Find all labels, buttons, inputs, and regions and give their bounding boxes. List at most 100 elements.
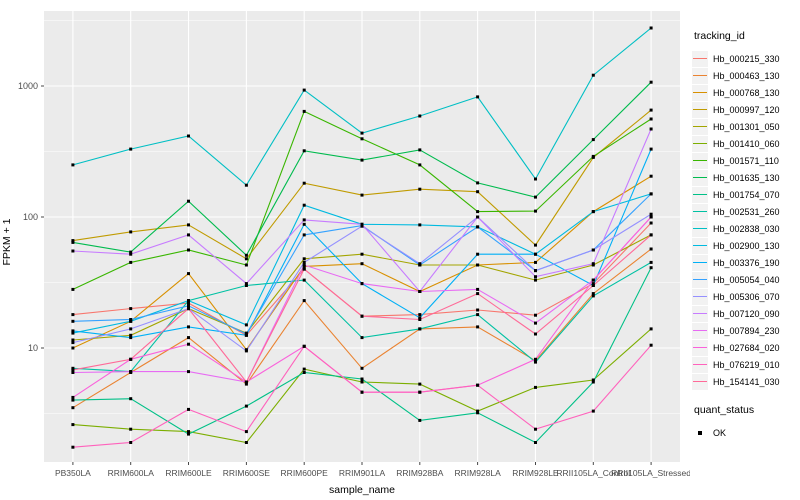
legend-item-label: Hb_027684_020 [713,342,780,353]
legend-key [692,305,708,322]
data-point [591,278,595,282]
data-point [649,215,653,219]
quant-key [692,424,708,441]
legend-title-tracking: tracking_id [694,30,745,42]
data-point [71,406,75,410]
legend-item: Hb_076219_010 [692,356,800,373]
data-point [302,260,306,264]
legend-key-line [693,75,707,76]
data-point [129,307,133,311]
x-tick-label: RRIM928LA [454,468,501,478]
data-point [302,344,306,348]
data-point [476,263,480,267]
legend-key-line [693,313,707,314]
data-point [71,368,75,372]
data-point [476,215,480,219]
data-point [71,423,75,427]
legend-key [692,237,708,254]
quant-status-label: OK [713,427,727,438]
data-point [476,411,480,415]
data-point [129,370,133,374]
data-point [71,366,75,370]
legend-key-line [693,245,707,246]
data-point [476,313,480,317]
data-point [418,262,422,266]
data-point [71,341,75,345]
data-point [302,149,306,153]
x-tick-label: RRIM901LA [339,468,386,478]
data-point [360,282,364,286]
data-point [418,390,422,394]
data-point [244,263,248,267]
data-point [418,382,422,386]
data-point [302,299,306,303]
data-point [649,266,653,270]
data-point [418,148,422,152]
data-point [71,329,75,333]
data-point [591,210,595,214]
legend-item: Hb_001410_060 [692,135,800,152]
data-point [591,409,595,413]
legend-key [692,50,708,67]
plot-area: 10 100 1000 PB350LA RRIM600LA RRIM600LE RRIM60… [18,11,690,478]
data-point [71,395,75,399]
legend-item-label: Hb_000997_120 [713,104,780,115]
legend-item: Hb_003376_190 [692,254,800,271]
data-point [71,313,75,317]
legend-key-line [693,330,707,331]
data-point [302,233,306,237]
data-point [418,418,422,422]
data-point [476,308,480,312]
legend-key-line [693,364,707,365]
legend-key-line [693,347,707,348]
legend-key-line [693,177,707,178]
data-point [129,333,133,337]
data-point [476,252,480,256]
data-point [591,262,595,266]
x-tick-label: RRIM600LA [108,468,155,478]
data-point [649,108,653,112]
data-point [534,278,537,282]
legend-key-line [693,58,707,59]
data-point [187,304,190,308]
data-point [187,223,190,227]
legend-key [692,373,708,390]
data-point [591,248,595,252]
data-point [360,193,364,197]
data-point [418,318,422,321]
data-point [591,138,595,142]
data-point [129,318,133,321]
legend-item: Hb_154141_030 [692,373,800,390]
data-point [302,371,306,374]
data-point [534,195,537,199]
data-point [534,321,537,325]
legend-item-label: Hb_002838_030 [713,223,780,234]
data-point [187,199,190,203]
data-point [244,323,248,327]
data-point [591,282,595,286]
data-point [418,290,422,293]
data-point [649,192,653,196]
legend-key [692,356,708,373]
legend-key-line [693,194,707,195]
data-point [187,248,190,252]
data-point [360,336,364,340]
data-point [71,319,75,323]
legend-item: Hb_001635_130 [692,169,800,186]
legend-key-line [693,296,707,297]
data-point [302,222,306,226]
data-point [591,378,595,382]
data-point [591,380,595,384]
data-point [360,137,364,141]
legend-items: Hb_000215_330 Hb_000463_130 Hb_000768_130 H… [692,50,800,390]
data-point [476,325,480,329]
legend-key-line [693,262,707,263]
data-point [534,332,537,336]
legend-key-line [693,160,707,161]
data-point [129,250,133,254]
data-point [187,307,190,311]
data-point [649,212,653,216]
y-tick-label: 1000 [18,81,38,91]
data-point [71,240,75,244]
